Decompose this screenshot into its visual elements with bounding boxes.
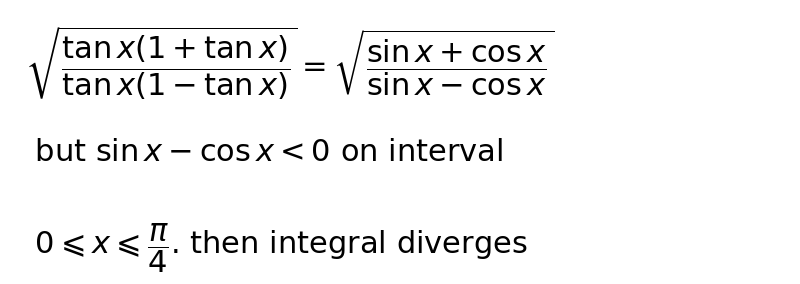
Text: $0\leqslant x\leqslant\dfrac{\pi}{4}$. then integral diverges: $0\leqslant x\leqslant\dfrac{\pi}{4}$. t… [26, 222, 528, 275]
Text: $\sqrt{\dfrac{\tan x(1+\tan x)}{\tan x(1-\tan x)}} = \sqrt{\dfrac{\sin x+\cos x}: $\sqrt{\dfrac{\tan x(1+\tan x)}{\tan x(1… [26, 24, 554, 102]
Text: but $\sin x - \cos x < 0$ on interval: but $\sin x - \cos x < 0$ on interval [26, 139, 503, 168]
